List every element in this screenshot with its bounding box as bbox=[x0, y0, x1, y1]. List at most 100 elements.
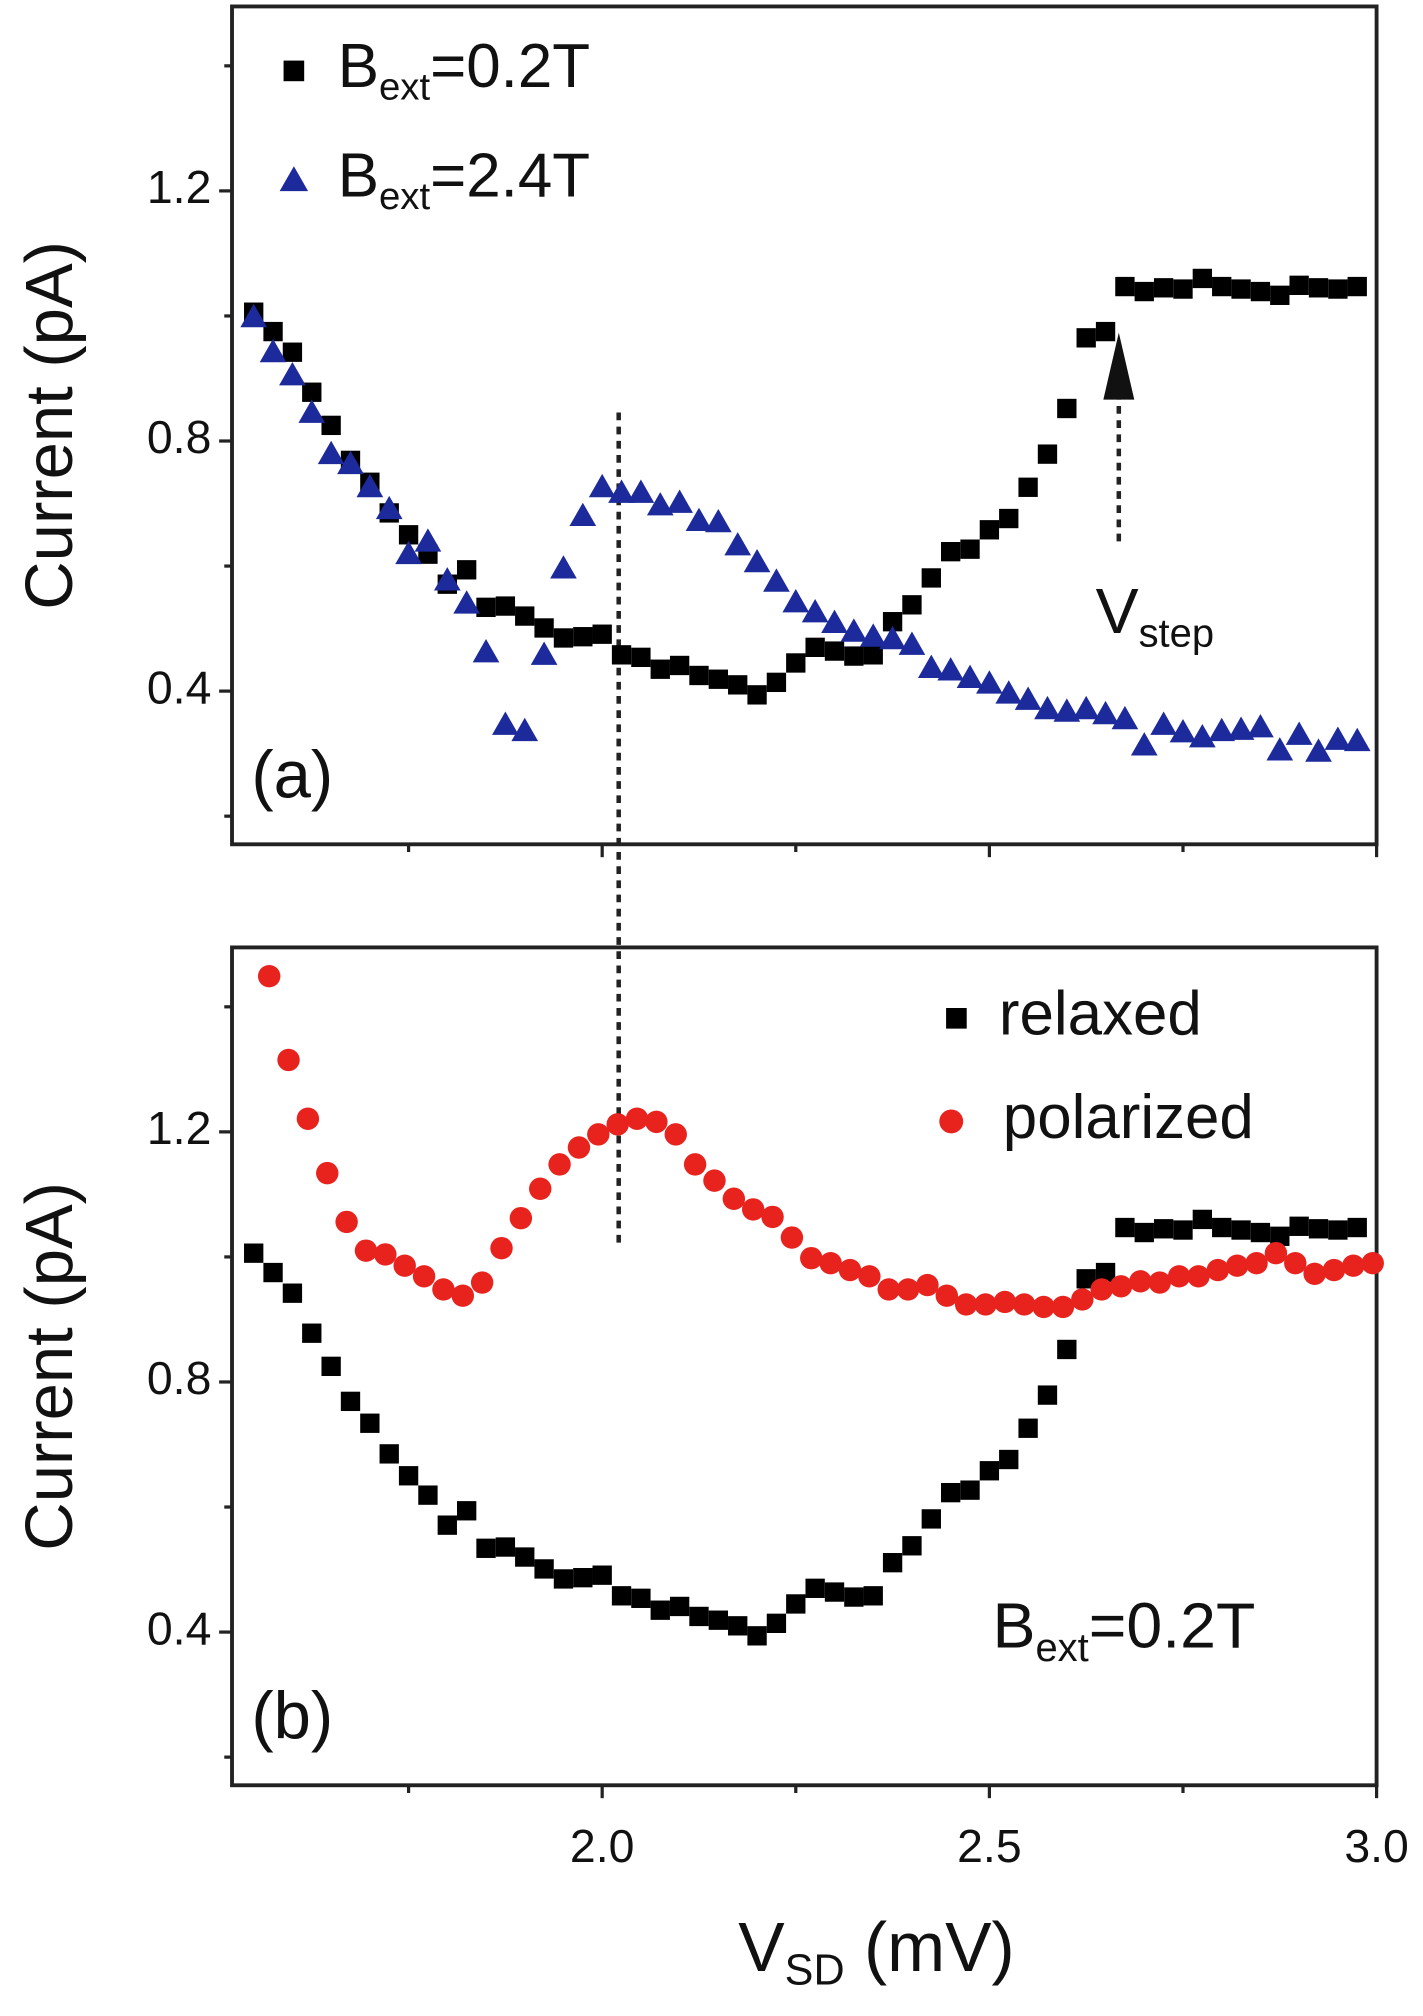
marker bbox=[976, 670, 1003, 694]
marker bbox=[705, 508, 732, 533]
marker bbox=[606, 1113, 629, 1136]
marker bbox=[921, 1509, 941, 1529]
marker bbox=[974, 1293, 997, 1316]
marker bbox=[1284, 1251, 1307, 1275]
marker bbox=[650, 659, 670, 679]
marker bbox=[1303, 1262, 1326, 1286]
marker bbox=[1115, 1217, 1135, 1238]
marker bbox=[263, 321, 283, 342]
marker bbox=[1192, 1209, 1213, 1230]
legend-label: relaxed bbox=[999, 980, 1202, 1049]
marker bbox=[611, 645, 632, 665]
marker bbox=[316, 1161, 339, 1185]
marker bbox=[1266, 737, 1294, 761]
marker bbox=[800, 1246, 823, 1270]
marker bbox=[1018, 477, 1038, 497]
marker bbox=[592, 624, 612, 644]
marker bbox=[1347, 276, 1367, 297]
marker bbox=[1343, 727, 1371, 752]
marker bbox=[1072, 695, 1100, 720]
legend-marker bbox=[939, 1109, 964, 1134]
marker bbox=[608, 479, 635, 503]
marker bbox=[418, 1485, 438, 1505]
marker bbox=[921, 568, 941, 588]
marker bbox=[1250, 281, 1271, 302]
marker bbox=[1076, 328, 1096, 348]
marker bbox=[1053, 698, 1081, 722]
marker bbox=[470, 1271, 494, 1294]
marker bbox=[1289, 275, 1309, 295]
marker bbox=[1111, 705, 1139, 730]
marker bbox=[456, 560, 477, 580]
marker bbox=[722, 1187, 746, 1210]
marker bbox=[627, 479, 655, 503]
y-axis-title: Current (pA) bbox=[12, 241, 87, 610]
marker bbox=[708, 669, 729, 689]
marker bbox=[1134, 1222, 1154, 1243]
marker bbox=[1342, 1254, 1365, 1277]
marker bbox=[954, 1293, 978, 1316]
marker bbox=[432, 1278, 455, 1301]
annotation: Bext=0.2T bbox=[992, 1590, 1255, 1670]
marker bbox=[1051, 1295, 1075, 1319]
legend-marker bbox=[283, 60, 305, 82]
marker bbox=[999, 1449, 1019, 1470]
marker bbox=[335, 1210, 358, 1234]
annotation: Vstep bbox=[1096, 575, 1214, 655]
marker bbox=[1148, 1271, 1171, 1294]
marker bbox=[763, 568, 790, 592]
marker bbox=[354, 1239, 378, 1262]
y-axis-title: Current (pA) bbox=[12, 1182, 87, 1551]
marker bbox=[669, 1596, 690, 1617]
marker bbox=[1071, 1288, 1094, 1311]
legend-label: Bext=2.4T bbox=[338, 142, 590, 218]
plot-frame bbox=[230, 945, 1379, 1788]
marker bbox=[302, 1323, 322, 1343]
marker bbox=[587, 1123, 610, 1146]
legend-label: Bext=0.2T bbox=[338, 32, 590, 108]
marker bbox=[728, 1616, 748, 1636]
marker bbox=[1095, 321, 1116, 342]
marker bbox=[1109, 1275, 1133, 1298]
marker bbox=[495, 1537, 516, 1557]
marker bbox=[1305, 738, 1332, 762]
text-part: ext bbox=[1035, 1625, 1088, 1669]
text-part: =0.2T bbox=[430, 32, 590, 101]
marker bbox=[611, 1586, 632, 1606]
marker bbox=[689, 665, 709, 686]
marker bbox=[412, 1265, 436, 1288]
marker bbox=[859, 623, 887, 647]
marker bbox=[625, 1107, 649, 1130]
marker bbox=[1245, 1251, 1268, 1275]
marker bbox=[282, 1283, 303, 1303]
marker bbox=[993, 1290, 1017, 1314]
marker bbox=[1328, 279, 1348, 299]
marker bbox=[645, 1110, 668, 1134]
marker bbox=[666, 489, 693, 513]
marker bbox=[472, 638, 500, 663]
marker bbox=[669, 655, 690, 676]
marker bbox=[1129, 1270, 1152, 1293]
marker bbox=[1153, 278, 1174, 298]
marker bbox=[1208, 717, 1236, 742]
marker bbox=[490, 1236, 513, 1260]
marker bbox=[340, 1391, 361, 1412]
y-tick-label: 0.8 bbox=[147, 1352, 211, 1404]
marker bbox=[393, 1254, 416, 1277]
marker bbox=[379, 1444, 399, 1464]
marker bbox=[879, 625, 906, 650]
panel-label: (a) bbox=[251, 738, 333, 813]
x-tick-label: 2.5 bbox=[957, 1820, 1021, 1872]
marker bbox=[766, 672, 787, 693]
arrow-head bbox=[1103, 332, 1135, 400]
marker bbox=[805, 1578, 825, 1598]
marker bbox=[1134, 281, 1154, 302]
marker bbox=[298, 399, 326, 423]
marker bbox=[786, 1594, 806, 1614]
y-tick-label: 1.2 bbox=[147, 161, 211, 213]
marker bbox=[553, 1569, 574, 1589]
x-tick-label: 3.0 bbox=[1344, 1820, 1408, 1872]
text-part: V bbox=[1096, 575, 1139, 647]
marker bbox=[550, 555, 577, 579]
text-part: ext bbox=[379, 66, 430, 109]
